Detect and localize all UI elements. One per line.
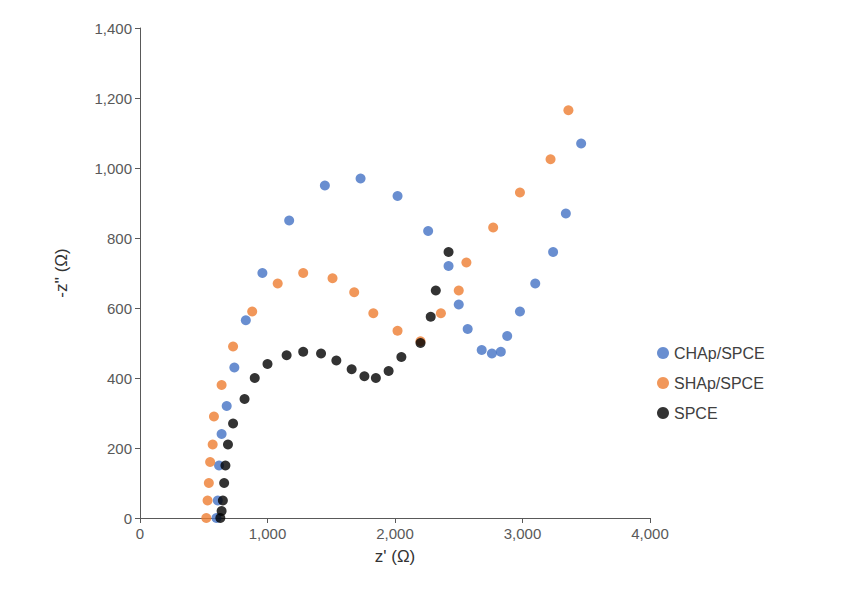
svg-text:SPCE: SPCE [674,405,718,422]
svg-text:0: 0 [136,525,144,542]
svg-text:1,400: 1,400 [94,20,132,37]
svg-text:400: 400 [107,370,132,387]
svg-text:600: 600 [107,300,132,317]
svg-text:0: 0 [124,510,132,527]
svg-text:4,000: 4,000 [631,525,669,542]
svg-text:-z'' (Ω): -z'' (Ω) [52,248,71,297]
svg-text:800: 800 [107,230,132,247]
svg-text:CHAp/SPCE: CHAp/SPCE [674,345,765,362]
svg-text:3,000: 3,000 [504,525,542,542]
svg-text:z' (Ω): z' (Ω) [375,547,416,566]
svg-text:SHAp/SPCE: SHAp/SPCE [674,375,764,392]
svg-text:1,200: 1,200 [94,90,132,107]
svg-text:1,000: 1,000 [94,160,132,177]
svg-text:200: 200 [107,440,132,457]
svg-text:1,000: 1,000 [249,525,287,542]
svg-text:2,000: 2,000 [376,525,414,542]
